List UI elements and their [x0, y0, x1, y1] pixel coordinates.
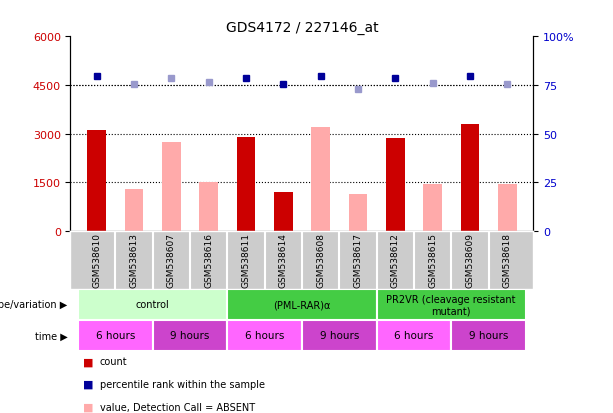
Text: ■: ■ — [83, 356, 93, 366]
Text: ■: ■ — [83, 379, 93, 389]
Text: GSM538608: GSM538608 — [316, 233, 325, 287]
Bar — [87, 131, 106, 231]
Text: 6 hours: 6 hours — [96, 330, 135, 341]
Title: GDS4172 / 227146_at: GDS4172 / 227146_at — [226, 21, 378, 35]
Text: (PML-RAR)α: (PML-RAR)α — [273, 299, 330, 310]
Text: count: count — [100, 356, 128, 366]
Bar — [311, 128, 330, 231]
Text: GSM538615: GSM538615 — [428, 233, 437, 287]
Bar — [153, 320, 227, 351]
Text: GSM538610: GSM538610 — [92, 233, 101, 287]
Text: GSM538618: GSM538618 — [503, 233, 512, 287]
Text: GSM538611: GSM538611 — [242, 233, 251, 287]
Text: value, Detection Call = ABSENT: value, Detection Call = ABSENT — [100, 402, 255, 412]
Text: GSM538607: GSM538607 — [167, 233, 176, 287]
Text: 9 hours: 9 hours — [170, 330, 210, 341]
Bar — [386, 139, 405, 231]
Text: PR2VR (cleavage resistant
mutant): PR2VR (cleavage resistant mutant) — [386, 294, 516, 316]
Bar — [376, 320, 451, 351]
Text: control: control — [135, 299, 169, 310]
Bar — [237, 138, 255, 231]
Text: GSM538614: GSM538614 — [279, 233, 287, 287]
Text: GSM538616: GSM538616 — [204, 233, 213, 287]
Text: GSM538612: GSM538612 — [390, 233, 400, 287]
Text: GSM538617: GSM538617 — [353, 233, 362, 287]
Bar — [124, 189, 143, 231]
Text: 9 hours: 9 hours — [469, 330, 508, 341]
Text: genotype/variation ▶: genotype/variation ▶ — [0, 299, 67, 310]
Bar — [498, 185, 517, 231]
Bar — [302, 320, 376, 351]
Text: 6 hours: 6 hours — [245, 330, 284, 341]
Bar — [78, 289, 227, 320]
Bar — [227, 320, 302, 351]
Bar — [376, 289, 526, 320]
Bar — [199, 183, 218, 231]
Bar — [162, 142, 181, 231]
Bar — [451, 320, 526, 351]
Bar — [423, 185, 442, 231]
Text: GSM538609: GSM538609 — [465, 233, 474, 287]
Text: percentile rank within the sample: percentile rank within the sample — [100, 379, 265, 389]
Text: ■: ■ — [83, 402, 93, 412]
Bar — [78, 320, 153, 351]
Text: 9 hours: 9 hours — [319, 330, 359, 341]
Text: time ▶: time ▶ — [35, 330, 67, 341]
Text: GSM538613: GSM538613 — [129, 233, 139, 287]
Text: 6 hours: 6 hours — [394, 330, 433, 341]
Bar — [460, 125, 479, 231]
Bar — [227, 289, 376, 320]
Bar — [274, 192, 292, 231]
Bar — [349, 194, 367, 231]
